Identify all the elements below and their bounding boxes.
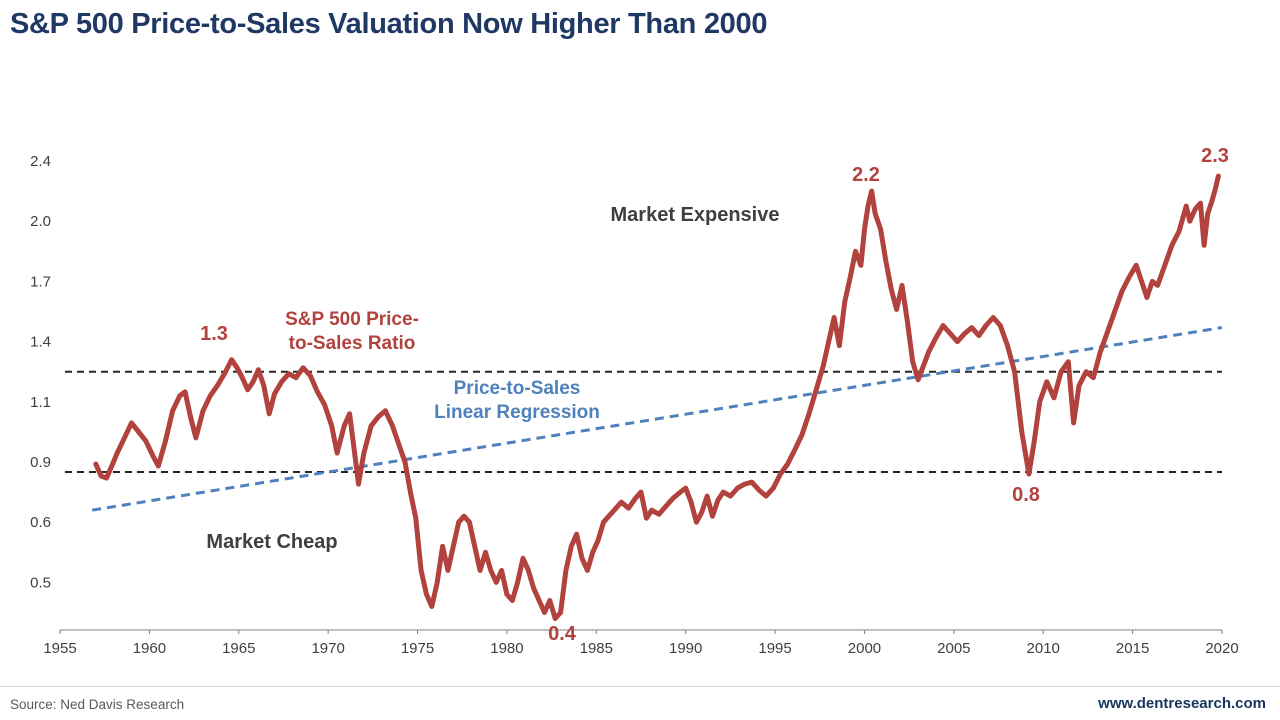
y-axis-tick-label: 0.6	[30, 514, 51, 531]
annotation-peak-2019: 2.3	[1201, 145, 1229, 167]
regression-line	[91, 326, 1223, 512]
x-axis-tick-label: 1990	[669, 640, 702, 657]
x-axis-tick-label: 2000	[848, 640, 881, 657]
x-axis-tick-label: 2005	[937, 640, 970, 657]
y-axis-tick-label: 0.9	[30, 454, 51, 471]
price-to-sales-series-line	[93, 173, 1221, 621]
x-axis-tick-label: 1955	[43, 640, 76, 657]
y-axis-tick-label: 2.0	[30, 213, 51, 230]
y-axis-tick-label: 2.4	[30, 153, 51, 170]
x-axis-tick-label: 1995	[758, 640, 791, 657]
x-axis-tick-label: 1960	[133, 640, 166, 657]
x-axis-tick-label: 2015	[1116, 640, 1149, 657]
page-title: S&P 500 Price-to-Sales Valuation Now Hig…	[10, 8, 768, 40]
y-axis-tick-label: 1.1	[30, 394, 51, 411]
x-axis-tick-label: 1985	[580, 640, 613, 657]
x-axis-tick-label: 1980	[490, 640, 523, 657]
price-to-sales-chart: 1955 1960 1965 1970 1975 1980 1985 1990 1995 2000…	[30, 153, 1239, 657]
annotation-peak-1965: 1.3	[200, 323, 228, 345]
label-series: S&P 500 Price- to-Sales Ratio	[285, 309, 419, 354]
y-axis-tick-label: 0.5	[30, 574, 51, 591]
x-axis-tick-label: 2010	[1027, 640, 1060, 657]
x-axis-tick-label: 1975	[401, 640, 434, 657]
source-text: Source: Ned Davis Research	[10, 697, 185, 712]
annotation-low-2009: 0.8	[1012, 484, 1040, 506]
x-axis-tick-label: 2020	[1205, 640, 1238, 657]
annotation-peak-2000: 2.2	[852, 164, 880, 186]
x-axis-tick-label: 1965	[222, 640, 255, 657]
label-market-cheap: Market Cheap	[206, 531, 338, 553]
label-market-expensive: Market Expensive	[610, 204, 780, 226]
y-axis-tick-label: 1.4	[30, 334, 51, 351]
annotation-low-1982: 0.4	[548, 623, 576, 645]
label-regression: Price-to-Sales Linear Regression	[434, 378, 600, 423]
y-axis-tick-label: 1.7	[30, 273, 51, 290]
x-axis-tick-label: 1970	[311, 640, 344, 657]
website-link[interactable]: www.dentresearch.com	[1098, 695, 1266, 712]
footer-divider	[0, 686, 1280, 687]
